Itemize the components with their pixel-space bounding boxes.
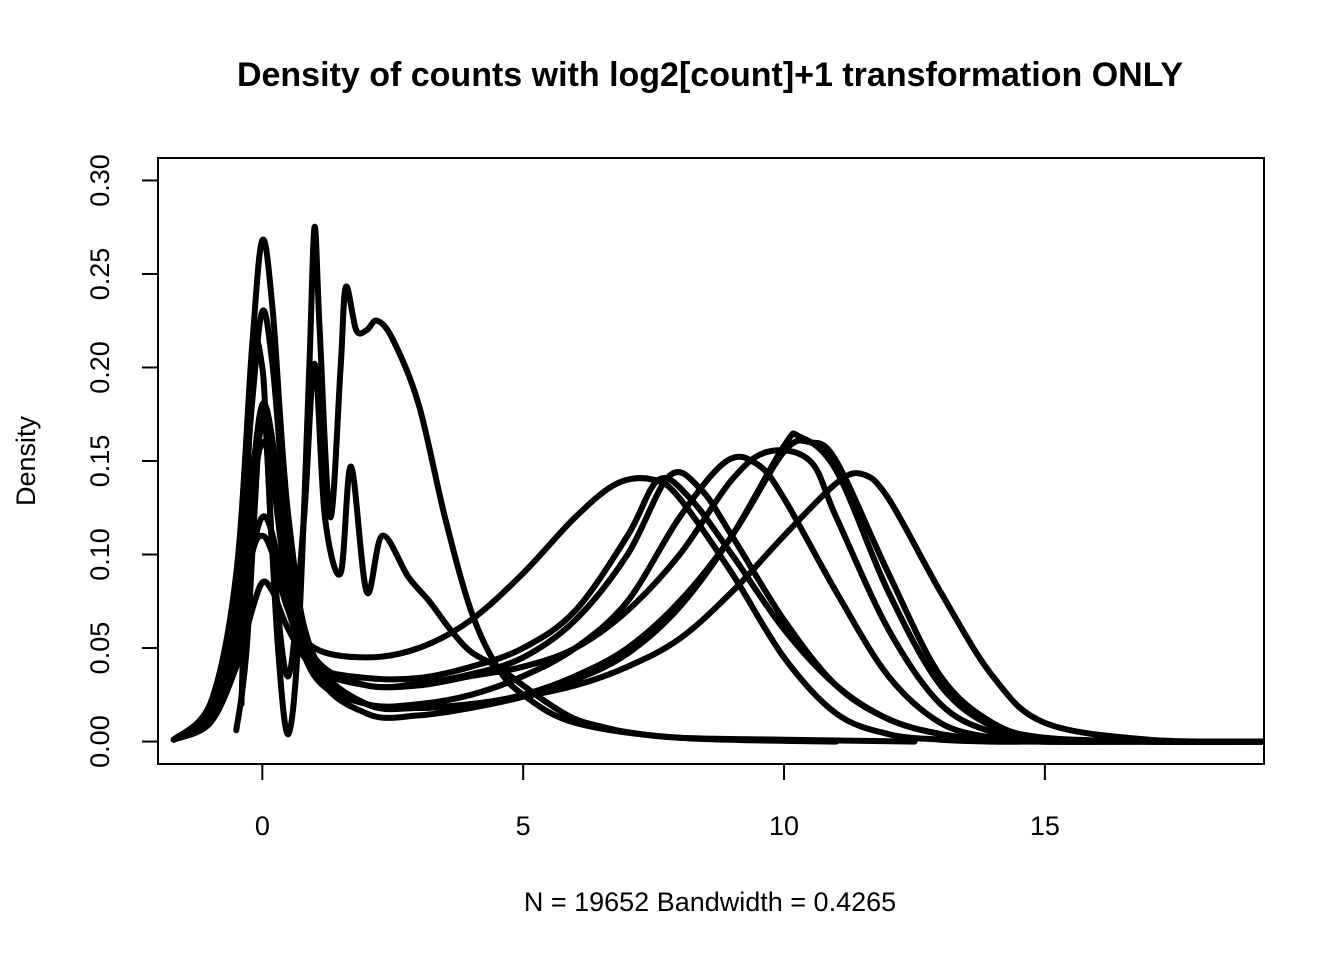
y-tick-label: 0.25 <box>85 248 115 301</box>
y-tick-label: 0.30 <box>85 154 115 207</box>
y-tick-label: 0.10 <box>85 528 115 581</box>
x-tick-label: 0 <box>255 811 270 841</box>
series-group <box>170 224 1264 745</box>
y-axis-label: Density <box>11 415 41 506</box>
y-tick-label: 0.20 <box>85 341 115 394</box>
x-tick-label: 5 <box>516 811 531 841</box>
y-axis: 0.00 0.05 0.10 0.15 0.20 0.25 0.30 <box>85 154 159 768</box>
y-tick-label: 0.00 <box>85 715 115 768</box>
density-line-10 <box>238 224 840 745</box>
y-tick-label: 0.15 <box>85 435 115 488</box>
density-line-8 <box>170 475 1264 745</box>
y-tick-label: 0.05 <box>85 622 115 675</box>
density-line-4 <box>170 236 1264 745</box>
x-axis: 0 5 10 15 <box>255 763 1060 841</box>
density-line-7 <box>170 438 1264 745</box>
x-tick-label: 10 <box>769 811 799 841</box>
density-line-3 <box>170 307 1264 745</box>
chart-title: Density of counts with log2[count]+1 tra… <box>236 56 1184 94</box>
x-tick-label: 15 <box>1030 811 1060 841</box>
x-axis-label: N = 19652 Bandwidth = 0.4265 <box>524 887 896 917</box>
